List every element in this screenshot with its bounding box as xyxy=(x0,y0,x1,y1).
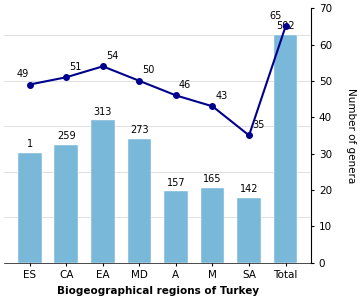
Bar xyxy=(54,145,78,262)
Bar xyxy=(201,188,224,262)
Bar xyxy=(274,34,297,262)
Text: 51: 51 xyxy=(69,62,82,72)
Text: 313: 313 xyxy=(94,107,112,117)
X-axis label: Biogeographical regions of Turkey: Biogeographical regions of Turkey xyxy=(57,286,259,296)
Text: 65: 65 xyxy=(269,11,282,21)
Bar xyxy=(164,191,188,262)
Bar xyxy=(18,153,42,262)
Y-axis label: Number of genera: Number of genera xyxy=(346,88,356,183)
Bar xyxy=(237,198,261,262)
Text: 46: 46 xyxy=(179,80,191,90)
Bar xyxy=(91,120,115,262)
Text: 50: 50 xyxy=(142,65,155,75)
Text: 273: 273 xyxy=(130,125,149,135)
Text: 157: 157 xyxy=(167,178,185,188)
Text: 142: 142 xyxy=(240,184,258,194)
Text: 259: 259 xyxy=(57,131,76,141)
Text: 165: 165 xyxy=(203,174,222,184)
Text: 54: 54 xyxy=(106,51,118,61)
Text: 35: 35 xyxy=(252,120,264,130)
Text: 502: 502 xyxy=(276,21,295,31)
Text: 49: 49 xyxy=(17,69,29,79)
Text: 43: 43 xyxy=(215,91,228,101)
Text: 1: 1 xyxy=(27,140,33,149)
Bar xyxy=(127,139,151,262)
